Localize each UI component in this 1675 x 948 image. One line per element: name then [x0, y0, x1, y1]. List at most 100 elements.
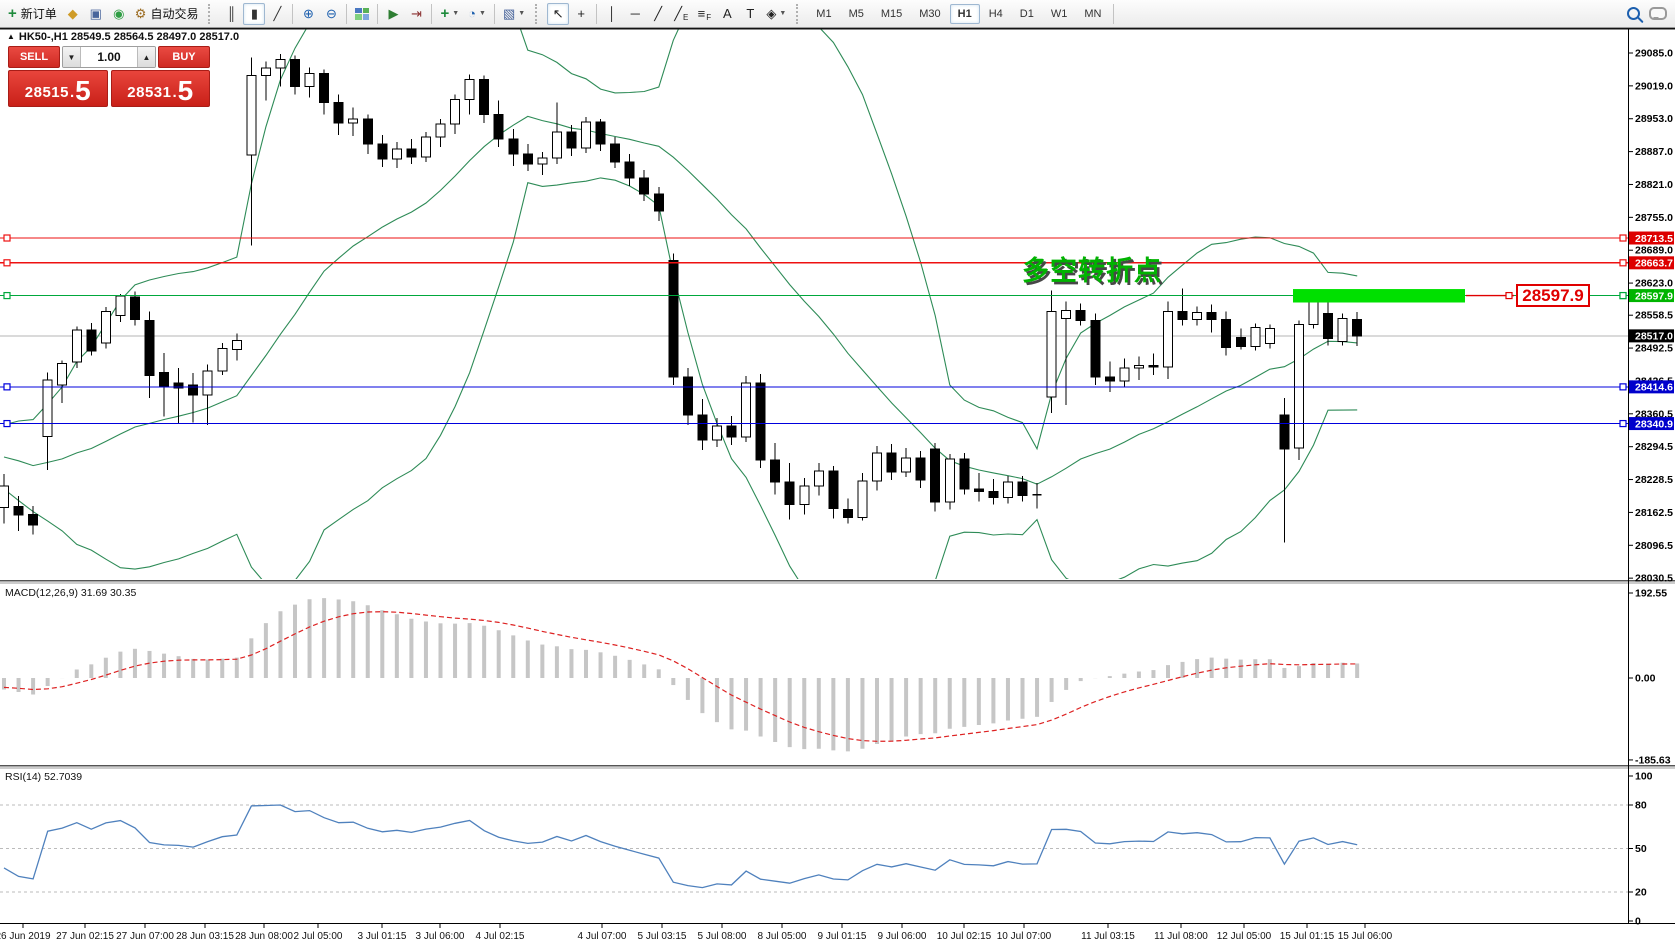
- sell-price[interactable]: 28515. 5: [8, 70, 108, 107]
- svg-text:28517.0: 28517.0: [1635, 331, 1673, 343]
- price-level-tag[interactable]: 28597.9: [1516, 284, 1590, 307]
- new-order-button[interactable]: + 新订单: [4, 3, 61, 25]
- bollinger-middle-band: [3, 115, 1358, 485]
- svg-text:28887.0: 28887.0: [1635, 146, 1673, 158]
- chart-text-annotation[interactable]: 多空转折点: [1022, 256, 1162, 286]
- volume-input[interactable]: 1.00: [97, 50, 121, 64]
- svg-text:28414.6: 28414.6: [1635, 382, 1673, 394]
- periods-dropdown-icon[interactable]: ▼: [479, 10, 486, 17]
- zoom-in-button[interactable]: ⊕: [297, 3, 319, 25]
- time-axis[interactable]: 26 Jun 2019 27 Jun 02:15 27 Jun 07:00 28 Ju…: [0, 924, 1393, 942]
- trendline-button[interactable]: ╱: [647, 3, 669, 25]
- main-toolbar: + 新订单 ◆ ▣ ◉ ⚙ 自动交易 ║ ▮ ╱ ⊕ ⊖ ▶ ⇥ + ▼ ◔ ▼ ▧ ▼ ↖ + │ ─ ╱ ╱ E ≡ F A T ◈ ▼ M1…: [0, 0, 1675, 28]
- arrows-button[interactable]: ◈ ▼: [762, 3, 790, 25]
- svg-text:0.00: 0.00: [1635, 673, 1656, 685]
- timeframe-h4-button[interactable]: H4: [988, 7, 1003, 20]
- volume-increase-button[interactable]: ▲: [137, 47, 155, 67]
- svg-text:10 Jul 02:15: 10 Jul 02:15: [937, 931, 992, 942]
- cursor-button[interactable]: ↖: [547, 2, 570, 25]
- svg-text:8 Jul 05:00: 8 Jul 05:00: [758, 931, 807, 942]
- chart-style-button[interactable]: ◆: [62, 3, 84, 25]
- candlestick-chart-icon: ▮: [250, 6, 259, 21]
- svg-text:28597.9: 28597.9: [1635, 290, 1673, 302]
- svg-text:29019.0: 29019.0: [1635, 80, 1673, 92]
- equidistant-channel-button[interactable]: ╱ E: [670, 3, 692, 25]
- text-icon: A: [723, 6, 732, 21]
- sell-price-pips: 5: [75, 75, 91, 107]
- svg-text:4 Jul 02:15: 4 Jul 02:15: [476, 931, 525, 942]
- new-order-icon: +: [8, 5, 17, 22]
- text-label-button[interactable]: T: [739, 3, 761, 25]
- chat-button[interactable]: [1645, 3, 1671, 25]
- indicators-list-dropdown-icon[interactable]: ▼: [452, 10, 460, 17]
- candles-layer: [0, 53, 1363, 543]
- tile-windows-icon: [355, 7, 370, 20]
- chat-icon: [1649, 7, 1667, 20]
- price-axis[interactable]: 29085.0 29019.0 28953.0 28887.0 28821.0 28755…: [1628, 48, 1674, 928]
- candlestick-chart-button[interactable]: ▮: [243, 2, 266, 25]
- tile-windows-button[interactable]: [351, 3, 373, 25]
- bollinger-lower-band: [3, 177, 1358, 579]
- bar-chart-icon: ║: [226, 6, 237, 21]
- svg-text:4 Jul 07:00: 4 Jul 07:00: [578, 931, 627, 942]
- signals-button[interactable]: ◉: [108, 3, 130, 25]
- svg-text:28228.5: 28228.5: [1635, 474, 1673, 486]
- svg-text:0: 0: [1635, 916, 1641, 928]
- chart-shift-button[interactable]: ⇥: [405, 3, 427, 25]
- svg-text:9 Jul 01:15: 9 Jul 01:15: [818, 931, 867, 942]
- timeframe-mn-button[interactable]: MN: [1084, 7, 1102, 20]
- timeframe-m30-button[interactable]: M30: [919, 7, 941, 20]
- line-chart-button[interactable]: ╱: [266, 3, 288, 25]
- horizontal-line-objects[interactable]: [0, 234, 1628, 428]
- horizontal-line-button[interactable]: ─: [624, 3, 646, 25]
- zoom-out-button[interactable]: ⊖: [320, 3, 342, 25]
- toolbar-separator: [1113, 3, 1115, 24]
- collapse-arrow-icon[interactable]: ▲: [7, 32, 15, 41]
- svg-text:80: 80: [1635, 800, 1647, 812]
- crosshair-button[interactable]: +: [570, 3, 592, 25]
- cursor-icon: ↖: [552, 6, 564, 21]
- periods-button[interactable]: ◔ ▼: [464, 3, 490, 25]
- svg-text:27 Jun 07:00: 27 Jun 07:00: [116, 931, 174, 942]
- auto-scroll-button[interactable]: ▶: [382, 3, 404, 25]
- toolbar-drag-handle[interactable]: [208, 3, 214, 24]
- autotrading-button[interactable]: ⚙ 自动交易: [131, 3, 203, 25]
- volume-stepper: ▼ 1.00 ▲: [62, 46, 156, 68]
- bar-chart-button[interactable]: ║: [220, 3, 242, 25]
- vertical-line-button[interactable]: │: [601, 3, 623, 25]
- timeframe-h1-button[interactable]: H1: [949, 3, 980, 24]
- fibonacci-button[interactable]: ≡ F: [693, 3, 715, 25]
- search-icon: [1626, 7, 1640, 20]
- volume-decrease-button[interactable]: ▼: [63, 47, 81, 67]
- timeframe-d1-button[interactable]: D1: [1019, 7, 1034, 20]
- timeframe-m5-button[interactable]: M5: [848, 7, 864, 20]
- sell-button[interactable]: SELL: [8, 46, 60, 68]
- svg-text:28294.5: 28294.5: [1635, 441, 1673, 453]
- green-rectangle-object[interactable]: [1293, 289, 1465, 303]
- timeframe-m15-button[interactable]: M15: [880, 7, 903, 20]
- chart-window-title: ▲ HK50-,H1 28549.5 28564.5 28497.0 28517.…: [7, 31, 239, 43]
- svg-text:15 Jul 06:00: 15 Jul 06:00: [1338, 931, 1393, 942]
- buy-price[interactable]: 28531. 5: [110, 70, 210, 107]
- search-button[interactable]: [1622, 3, 1644, 25]
- timeframe-m1-button[interactable]: M1: [816, 7, 832, 20]
- toolbar-drag-handle[interactable]: [535, 3, 541, 24]
- toolbar-drag-handle[interactable]: [796, 3, 802, 24]
- price-tag-connector[interactable]: [1466, 291, 1627, 300]
- toolbar-separator: [346, 3, 348, 24]
- templates-button[interactable]: ▧ ▼: [499, 3, 529, 25]
- timeframe-w1-button[interactable]: W1: [1050, 7, 1068, 20]
- profiles-button[interactable]: ▣: [85, 3, 107, 25]
- indicators-list-button[interactable]: + ▼: [436, 3, 463, 25]
- signals-icon: ◉: [113, 6, 125, 21]
- templates-dropdown-icon[interactable]: ▼: [518, 10, 526, 17]
- toolbar-separator: [431, 3, 433, 24]
- arrows-icon: ◈: [766, 6, 777, 21]
- arrows-dropdown-icon[interactable]: ▼: [779, 10, 787, 17]
- svg-text:100: 100: [1635, 771, 1653, 783]
- svg-text:-185.63: -185.63: [1635, 754, 1671, 766]
- buy-button[interactable]: BUY: [158, 46, 210, 68]
- svg-text:28663.7: 28663.7: [1635, 258, 1673, 270]
- text-button[interactable]: A: [716, 3, 738, 25]
